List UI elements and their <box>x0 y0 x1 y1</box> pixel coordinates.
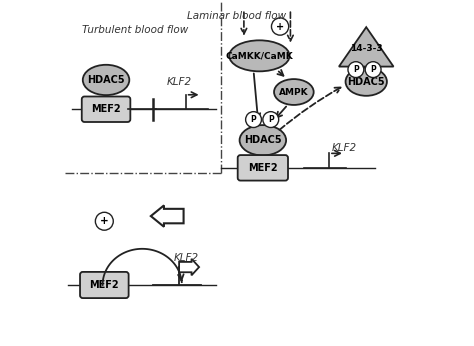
Text: Laminar blood flow: Laminar blood flow <box>187 11 287 21</box>
Text: AMPK: AMPK <box>279 88 309 97</box>
Ellipse shape <box>83 65 129 95</box>
Circle shape <box>263 112 279 128</box>
Text: +: + <box>100 216 109 226</box>
FancyBboxPatch shape <box>82 97 130 122</box>
Text: MEF2: MEF2 <box>248 163 278 173</box>
Text: HDAC5: HDAC5 <box>347 77 385 87</box>
Text: P: P <box>251 115 256 124</box>
Text: CaMKK/CaMK: CaMKK/CaMK <box>226 51 293 60</box>
Polygon shape <box>339 27 393 66</box>
Ellipse shape <box>346 67 387 96</box>
Circle shape <box>95 212 113 230</box>
Text: +: + <box>276 21 284 31</box>
Circle shape <box>246 112 262 128</box>
Text: HDAC5: HDAC5 <box>87 75 125 85</box>
Text: Turbulent blood flow: Turbulent blood flow <box>82 25 188 35</box>
FancyArrow shape <box>151 206 183 227</box>
Text: P: P <box>353 65 359 74</box>
Text: KLF2: KLF2 <box>332 143 357 153</box>
Text: 14-3-3: 14-3-3 <box>350 44 383 53</box>
Text: P: P <box>268 115 273 124</box>
Text: MEF2: MEF2 <box>90 280 119 290</box>
Ellipse shape <box>239 125 286 155</box>
Text: MEF2: MEF2 <box>91 104 121 114</box>
Circle shape <box>348 62 364 78</box>
Text: P: P <box>370 65 376 74</box>
FancyBboxPatch shape <box>237 155 288 181</box>
Circle shape <box>365 62 381 78</box>
Circle shape <box>272 18 289 35</box>
FancyArrow shape <box>179 259 199 275</box>
Text: HDAC5: HDAC5 <box>244 135 282 145</box>
Ellipse shape <box>229 40 290 71</box>
FancyBboxPatch shape <box>80 272 128 298</box>
Text: KLF2: KLF2 <box>173 253 199 263</box>
Text: KLF2: KLF2 <box>166 77 191 87</box>
Ellipse shape <box>274 79 314 105</box>
